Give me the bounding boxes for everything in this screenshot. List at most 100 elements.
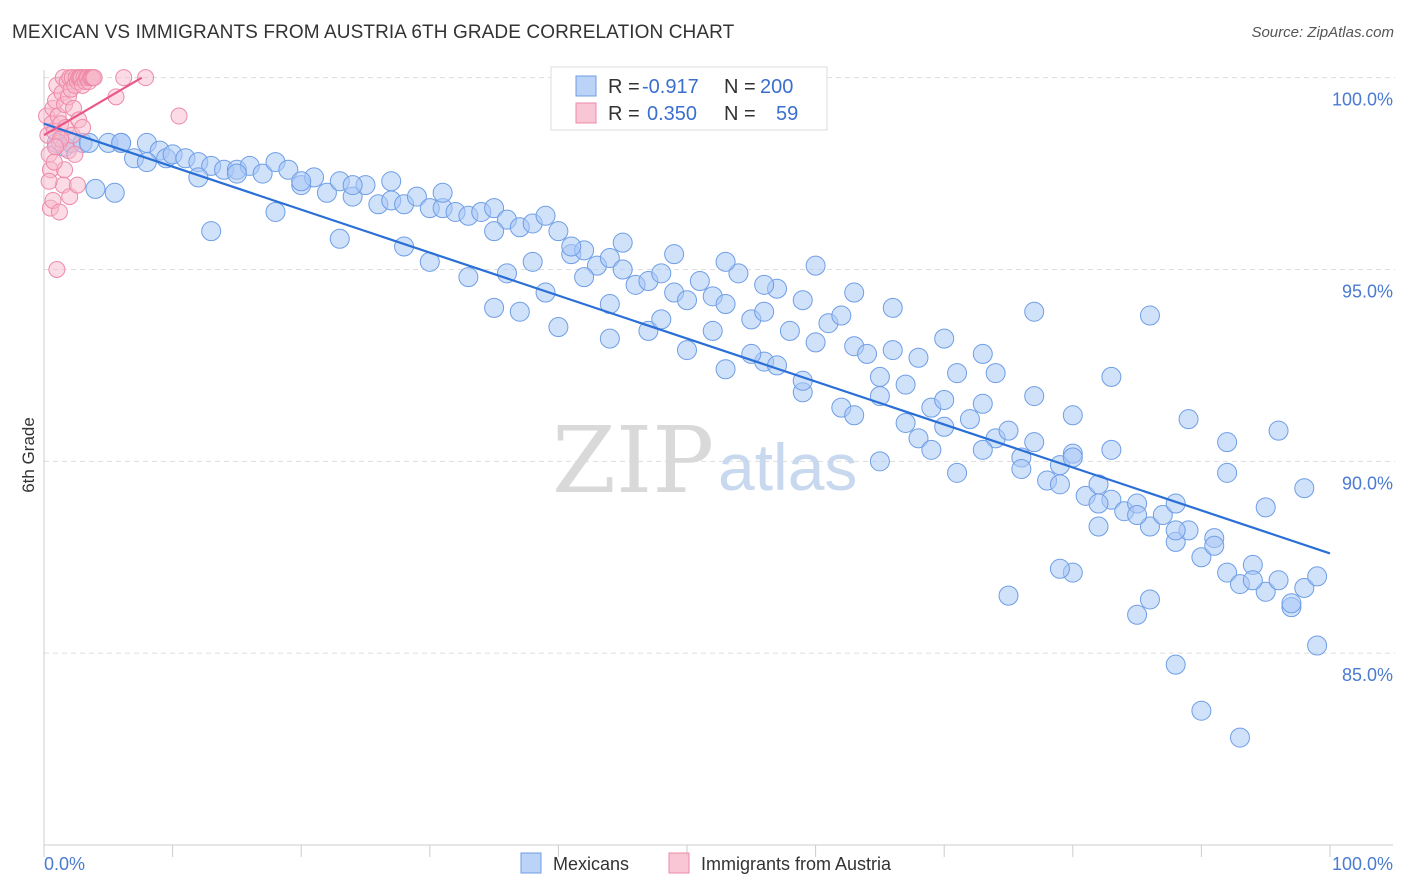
point-mexicans <box>535 282 556 303</box>
series-immigrants-from-austria <box>38 69 188 279</box>
point-immigrants-from-austria <box>50 203 68 221</box>
point-mexicans <box>252 163 273 184</box>
legend-swatch-pink <box>575 102 597 124</box>
y-tick-label: 95.0% <box>1342 282 1393 302</box>
point-mexicans <box>677 340 697 361</box>
point-mexicans <box>329 228 350 249</box>
point-mexicans <box>522 251 543 272</box>
point-mexicans <box>882 297 903 318</box>
point-mexicans <box>908 428 929 449</box>
point-mexicans <box>201 221 222 242</box>
point-mexicans <box>509 301 530 322</box>
point-mexicans <box>406 186 427 207</box>
x-tick-label-min: 0.0% <box>44 854 85 874</box>
point-mexicans <box>1307 635 1328 656</box>
point-immigrants-from-austria <box>48 261 66 279</box>
point-mexicans <box>1024 432 1045 453</box>
point-mexicans <box>1088 493 1109 514</box>
point-mexicans <box>1101 439 1122 460</box>
point-mexicans <box>548 221 569 242</box>
point-mexicans <box>548 317 569 338</box>
point-mexicans <box>998 420 1019 441</box>
point-mexicans <box>844 282 865 303</box>
legend-n-value-0: 200 <box>760 76 793 98</box>
point-mexicans <box>844 405 865 426</box>
point-mexicans <box>651 263 672 284</box>
point-mexicans <box>754 274 775 295</box>
point-mexicans <box>831 305 852 326</box>
legend-r-value-1: 0.350 <box>647 103 697 125</box>
point-mexicans <box>574 267 595 288</box>
watermark: ZIP atlas <box>552 407 857 514</box>
point-mexicans <box>857 343 878 364</box>
point-mexicans <box>1101 366 1122 387</box>
point-mexicans <box>342 175 363 196</box>
point-mexicans <box>664 244 685 265</box>
legend-box <box>550 66 828 131</box>
point-mexicans <box>1294 478 1315 499</box>
point-mexicans <box>792 290 813 311</box>
point-mexicans <box>1127 604 1148 625</box>
point-mexicans <box>1165 520 1186 541</box>
y-tick-label: 90.0% <box>1342 473 1393 493</box>
point-mexicans <box>291 171 312 192</box>
point-mexicans <box>677 290 697 311</box>
point-mexicans <box>1242 570 1263 591</box>
bottom-legend-label-austria: Immigrants from Austria <box>701 854 892 874</box>
point-immigrants-from-austria <box>85 69 103 87</box>
point-immigrants-from-austria <box>47 138 65 156</box>
point-mexicans <box>715 251 736 272</box>
x-tick-label-max: 100.0% <box>1332 854 1393 874</box>
point-mexicans <box>1217 562 1238 583</box>
point-mexicans <box>381 171 402 192</box>
bottom-legend-swatch-mexicans <box>520 852 542 874</box>
bottom-legend-swatch-austria <box>668 852 690 874</box>
point-mexicans <box>316 182 337 203</box>
point-mexicans <box>869 451 890 472</box>
point-mexicans <box>1255 497 1276 518</box>
point-mexicans <box>484 198 505 219</box>
point-mexicans <box>972 393 993 414</box>
legend-n-label-0: N = <box>724 76 756 98</box>
point-mexicans <box>1268 570 1289 591</box>
point-mexicans <box>535 205 556 226</box>
point-mexicans <box>689 271 710 292</box>
point-mexicans <box>947 363 968 384</box>
point-mexicans <box>1024 386 1045 407</box>
point-mexicans <box>612 232 633 253</box>
point-mexicans <box>1139 305 1160 326</box>
point-immigrants-from-austria <box>40 172 58 190</box>
point-immigrants-from-austria <box>170 107 188 125</box>
point-immigrants-from-austria <box>137 69 155 87</box>
point-mexicans <box>972 343 993 364</box>
point-immigrants-from-austria <box>66 145 84 163</box>
point-mexicans <box>882 340 903 361</box>
point-mexicans <box>1049 558 1070 579</box>
point-mexicans <box>265 201 286 222</box>
legend-n-value-1: 59 <box>776 103 798 125</box>
point-mexicans <box>1217 432 1238 453</box>
point-mexicans <box>1139 516 1160 537</box>
point-mexicans <box>1088 516 1109 537</box>
point-mexicans <box>484 297 505 318</box>
point-mexicans <box>1268 420 1289 441</box>
series-mexicans <box>46 132 1328 748</box>
point-mexicans <box>484 221 505 242</box>
point-mexicans <box>908 347 929 368</box>
correlation-legend: R = -0.917 N = 200 R = 0.350 N = 59 <box>550 66 828 131</box>
point-mexicans <box>1165 654 1186 675</box>
chart-title: MEXICAN VS IMMIGRANTS FROM AUSTRIA 6TH G… <box>12 22 735 43</box>
point-mexicans <box>458 267 479 288</box>
point-mexicans <box>805 332 826 353</box>
trend-lines <box>43 76 1331 555</box>
legend-r-value-0: -0.917 <box>642 76 699 98</box>
y-tick-label: 85.0% <box>1342 665 1393 685</box>
point-mexicans <box>1024 301 1045 322</box>
point-mexicans <box>599 247 620 268</box>
point-mexicans <box>1307 566 1328 587</box>
point-mexicans <box>728 263 749 284</box>
point-mexicans <box>1229 727 1250 748</box>
legend-n-label-1: N = <box>724 103 756 125</box>
point-mexicans <box>921 439 942 460</box>
point-mexicans <box>1191 547 1212 568</box>
